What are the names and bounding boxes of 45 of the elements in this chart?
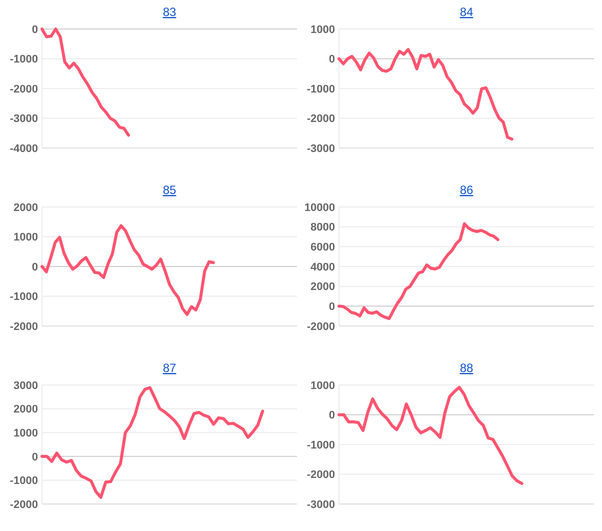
y-tick-label: 0 (328, 301, 335, 314)
line-series (338, 48, 514, 141)
y-tick-label: 1000 (14, 427, 38, 440)
y-tick-label: 2000 (310, 281, 335, 294)
y-tick-label: -1000 (10, 475, 38, 488)
y-tick-label: -1000 (10, 54, 38, 66)
y-tick-label: -4000 (10, 142, 38, 155)
y-tick-label: 3000 (14, 380, 38, 392)
chart-title: 86 (460, 183, 474, 197)
y-tick-label: 0 (32, 261, 38, 274)
y-tick-label: -3000 (10, 113, 38, 126)
y-tick-label: -2000 (10, 83, 38, 96)
y-tick-label: 1000 (310, 380, 335, 392)
y-tick-label: 2000 (14, 404, 38, 416)
chart-title: 85 (162, 183, 176, 197)
y-tick-label: 1000 (310, 24, 335, 36)
y-tick-label: 0 (328, 54, 335, 66)
y-tick-label: -1000 (306, 439, 335, 452)
y-tick-label: -3000 (306, 498, 335, 511)
y-tick-label: 0 (328, 410, 335, 422)
y-tick-label: -2000 (306, 320, 335, 333)
y-tick-label: 6000 (310, 242, 335, 254)
y-tick-label: 0 (32, 451, 38, 464)
chart-title: 84 (460, 5, 474, 19)
line-series (40, 224, 215, 316)
chart-title: 83 (162, 5, 176, 19)
y-tick-label: -2000 (10, 320, 38, 333)
line-series (338, 222, 500, 320)
chart-title: 88 (460, 361, 474, 375)
y-tick-label: 10000 (304, 202, 335, 214)
y-tick-label: 2000 (14, 202, 38, 214)
y-tick-label: -3000 (306, 142, 335, 155)
y-tick-label: 8000 (310, 222, 335, 234)
y-tick-label: -2000 (10, 498, 38, 511)
chart-title: 87 (162, 361, 176, 375)
y-tick-label: -1000 (306, 83, 335, 96)
y-tick-label: 1000 (14, 232, 38, 244)
y-tick-label: -2000 (306, 113, 335, 126)
y-tick-label: 4000 (310, 261, 335, 274)
line-series (338, 386, 524, 485)
y-tick-label: 0 (32, 24, 38, 36)
y-tick-label: -1000 (10, 291, 38, 304)
y-tick-label: -2000 (306, 469, 335, 482)
line-series (40, 386, 264, 499)
line-series (40, 28, 130, 137)
